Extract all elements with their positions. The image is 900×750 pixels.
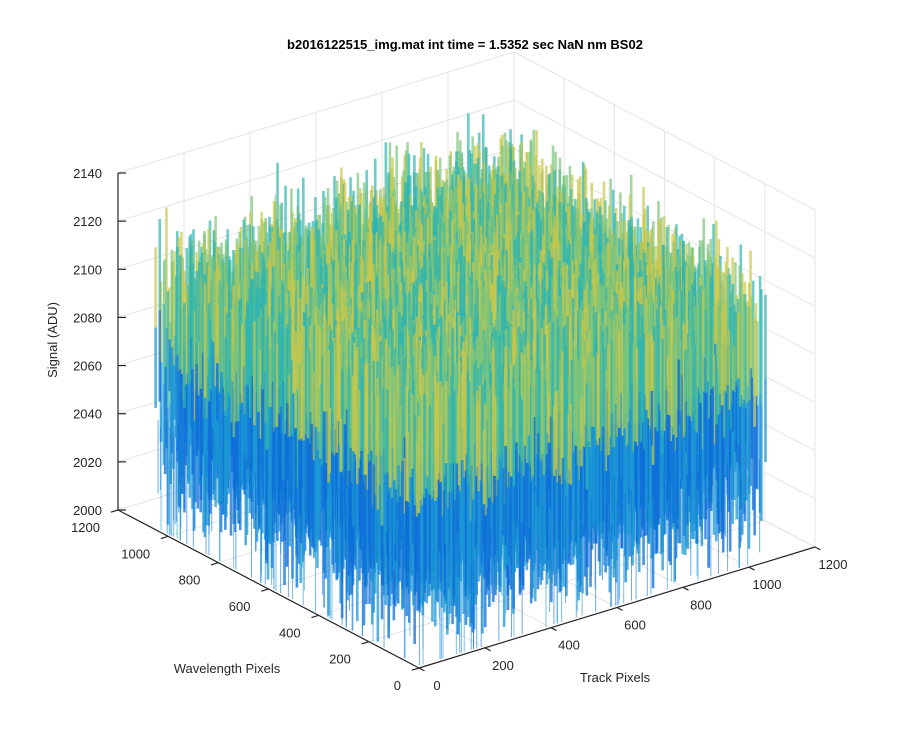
grid-line-side-z bbox=[513, 51, 816, 211]
grid-line-back-z bbox=[117, 51, 515, 174]
grid-line-back-z bbox=[117, 99, 515, 222]
grid-line-side-z bbox=[513, 99, 816, 259]
surface-plot bbox=[154, 113, 767, 666]
